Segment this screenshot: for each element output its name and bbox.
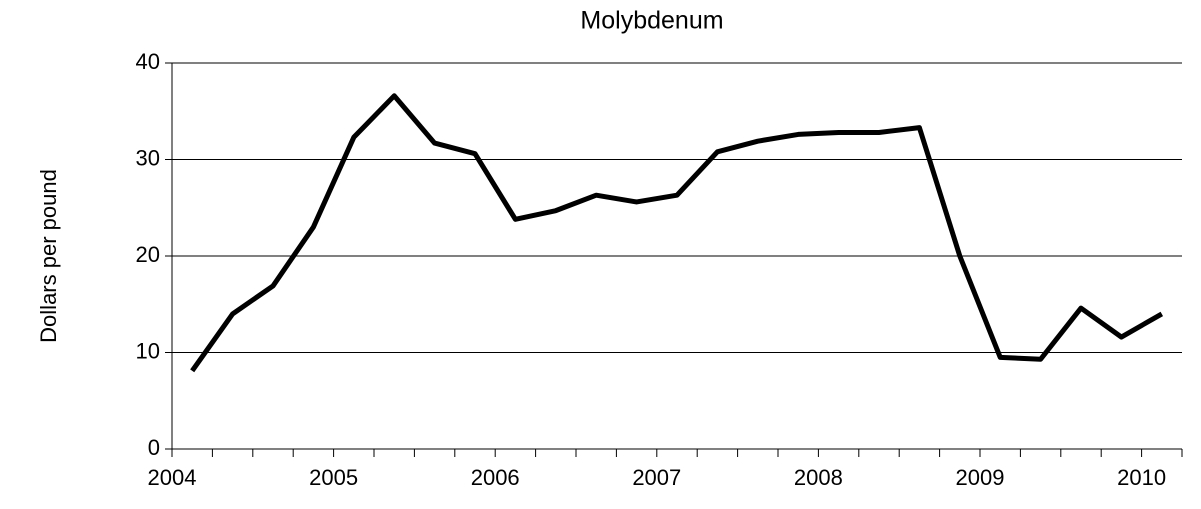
y-axis-label: Dollars per pound: [36, 169, 61, 343]
y-tick-label: 30: [136, 145, 160, 170]
x-tick-label: 2007: [632, 465, 681, 490]
y-tick-label: 10: [136, 338, 160, 363]
y-tick-label: 40: [136, 49, 160, 74]
x-tick-label: 2008: [794, 465, 843, 490]
chart-title: Molybdenum: [580, 7, 723, 35]
x-tick-label: 2004: [148, 465, 197, 490]
y-tick-label: 20: [136, 242, 160, 267]
x-tick-label: 2005: [309, 465, 358, 490]
y-tick-label: 0: [148, 435, 160, 460]
x-tick-label: 2009: [956, 465, 1005, 490]
x-tick-label: 2010: [1117, 465, 1166, 490]
x-tick-label: 2006: [471, 465, 520, 490]
line-series: [190, 93, 1164, 373]
